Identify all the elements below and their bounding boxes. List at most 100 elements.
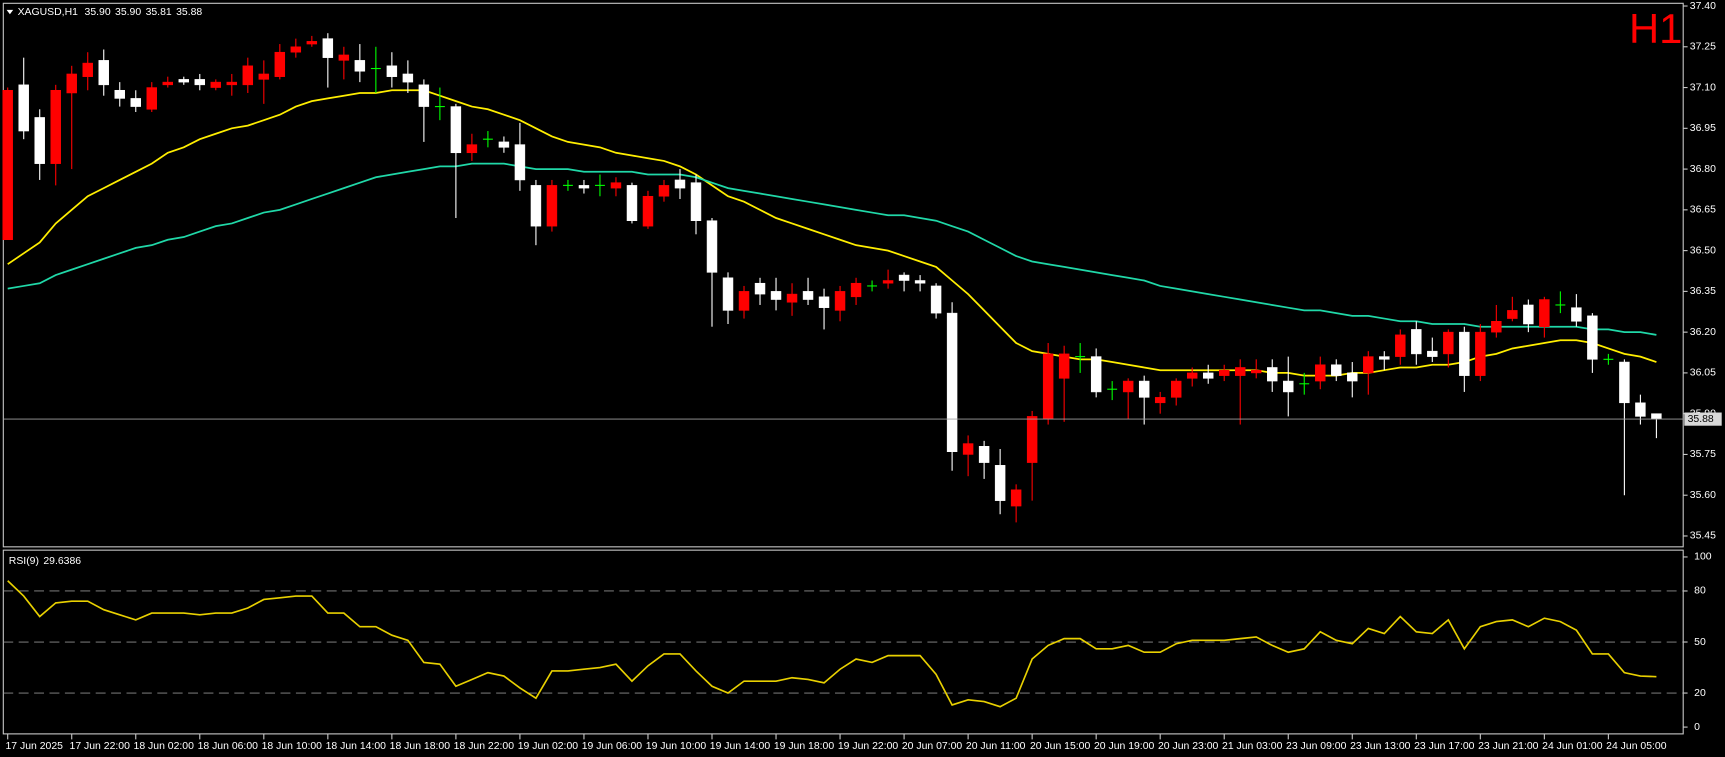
candle-body (1443, 331, 1454, 355)
y-tick-label: 36.65 (1690, 205, 1716, 216)
candle-body (1379, 356, 1390, 360)
candle-body (1315, 364, 1326, 382)
candle-body (1523, 304, 1534, 325)
candle-body (1042, 353, 1054, 420)
x-tick-label: 24 Jun 01:00 (1542, 741, 1603, 752)
x-tick-label: 24 Jun 05:00 (1606, 741, 1667, 752)
candle-body (34, 117, 45, 164)
candle-body (66, 73, 77, 94)
y-tick-label: 35.60 (1690, 490, 1716, 501)
candle-body (514, 144, 526, 181)
candle-body (1026, 416, 1038, 463)
candle-body (210, 81, 222, 88)
candle-body (770, 291, 782, 300)
candle-body (1122, 380, 1134, 393)
y-tick-label: 37.40 (1690, 1, 1716, 12)
rsi-header: RSI(9) 29.6386 (9, 556, 81, 567)
candle-body (1411, 329, 1422, 355)
x-tick-label: 23 Jun 13:00 (1350, 741, 1411, 752)
candle-body (98, 60, 109, 86)
candle-body (1571, 307, 1582, 322)
y-tick-label: 36.05 (1690, 368, 1716, 379)
x-tick-label: 21 Jun 03:00 (1222, 741, 1283, 752)
moving-average-line (7, 162, 1657, 336)
candle-body (18, 84, 29, 132)
header-high: 35.90 (115, 7, 141, 18)
candle-body (1491, 320, 1502, 333)
y-tick-label: 20 (1694, 688, 1706, 699)
candle-body (1267, 367, 1278, 382)
candle-body (530, 185, 542, 227)
candle-body (834, 291, 846, 311)
candle-body (146, 87, 157, 110)
candle-body (1235, 367, 1246, 376)
candle-body (1218, 369, 1230, 376)
candle-body (130, 98, 141, 107)
candle-body (498, 141, 510, 148)
candle-body (882, 280, 894, 284)
current-price-label: 35.88 (1688, 414, 1714, 425)
candle-body (1395, 334, 1406, 357)
candle-body (1154, 397, 1166, 404)
candle-body (1635, 402, 1646, 417)
candle-body (258, 73, 270, 80)
indicator-line (7, 580, 1657, 708)
timeframe-label: H1 (1629, 5, 1682, 52)
header-open: 35.90 (85, 7, 111, 18)
candle-body (754, 282, 766, 295)
candle-body (114, 89, 125, 99)
header-low: 35.81 (146, 7, 172, 18)
x-tick-label: 20 Jun 19:00 (1094, 741, 1155, 752)
candle-body (674, 179, 686, 189)
x-tick-label: 18 Jun 10:00 (262, 741, 323, 752)
current-price-tag (1684, 412, 1722, 426)
x-tick-label: 18 Jun 18:00 (390, 741, 451, 752)
candle-body (1170, 380, 1182, 398)
candle-body (738, 291, 750, 311)
candle-body (994, 465, 1006, 501)
symbol-menu-arrow[interactable] (6, 9, 14, 15)
candle-body (850, 282, 862, 298)
x-tick-label: 17 Jun 2025 (6, 741, 64, 752)
candle-body (194, 79, 206, 86)
candle-body (818, 296, 830, 308)
candle-body (1202, 372, 1214, 379)
candle-body (338, 54, 350, 61)
y-tick-label: 36.80 (1690, 164, 1716, 175)
x-tick-label: 23 Jun 17:00 (1414, 741, 1475, 752)
y-tick-label: 36.95 (1690, 123, 1716, 134)
candle-body (2, 89, 13, 241)
candle-body (1587, 315, 1598, 360)
candle-body (418, 84, 430, 107)
candle-body (626, 185, 638, 221)
x-tick-label: 17 Jun 22:00 (70, 741, 131, 752)
candle-body (1363, 356, 1374, 374)
candle-body (402, 73, 414, 83)
x-tick-label: 20 Jun 15:00 (1030, 741, 1091, 752)
y-tick-label: 37.25 (1690, 42, 1716, 53)
y-tick-label: 100 (1694, 552, 1712, 563)
x-tick-label: 19 Jun 10:00 (646, 741, 707, 752)
y-tick-label: 0 (1694, 722, 1700, 733)
candle-body (802, 291, 814, 300)
x-tick-label: 23 Jun 21:00 (1478, 741, 1539, 752)
candle-body (1186, 372, 1198, 379)
candle-body (1475, 331, 1486, 376)
candle-body (226, 81, 238, 86)
candle-body (914, 280, 926, 284)
candle-body (466, 144, 478, 154)
header-close: 35.88 (176, 7, 202, 18)
candle-body (1251, 369, 1262, 374)
candle-body (242, 65, 254, 86)
candle-body (354, 60, 366, 72)
x-tick-label: 23 Jun 09:00 (1286, 741, 1347, 752)
y-tick-label: 35.75 (1690, 449, 1716, 460)
candle-body (706, 220, 718, 273)
candle-body (722, 277, 734, 311)
x-tick-label: 18 Jun 22:00 (454, 741, 515, 752)
candle-body (1283, 380, 1294, 393)
candle-body (1138, 380, 1150, 398)
rsi-last-value: 29.6386 (43, 556, 81, 567)
